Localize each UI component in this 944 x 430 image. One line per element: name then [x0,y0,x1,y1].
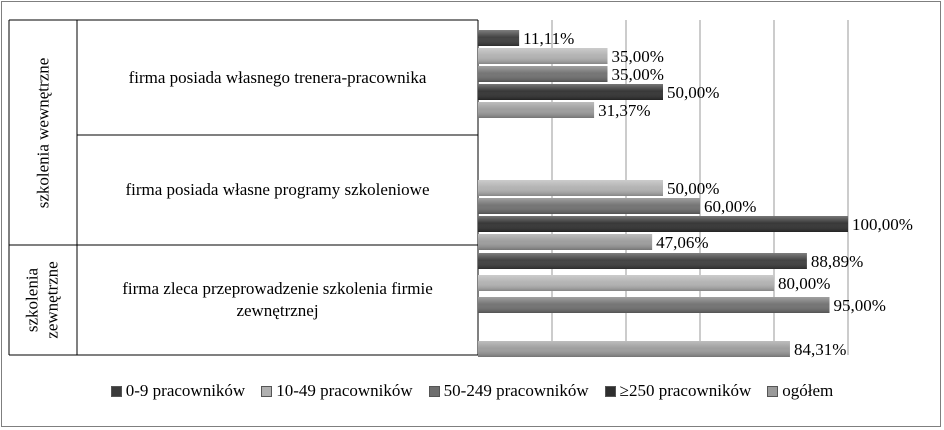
category-label: firma posiada własne programy szkoleniow… [125,180,430,199]
category-label: firma posiada własnego trenera-pracownik… [128,67,427,87]
bar-shading [478,66,608,82]
category-label: firma zleca przeprowadzenie szkolenia fi… [122,279,433,320]
data-label: 47,06% [656,233,708,252]
legend-item: ≥250 pracowników [604,381,752,401]
bar-shading [478,297,830,313]
data-label: 35,00% [612,65,664,84]
legend-item: 10-49 pracowników [261,381,413,401]
legend-label: 10-49 pracowników [276,381,413,400]
data-label: 35,00% [612,47,664,66]
bar-shading [478,180,663,196]
legend-item: 50-249 pracowników [428,381,589,401]
data-label: 88,89% [811,252,863,271]
legend: 0-9 pracowników 10-49 pracowników 50-249 p… [0,380,944,402]
bar-shading [478,48,608,64]
data-label: 31,37% [598,101,650,120]
data-label: 60,00% [704,197,756,216]
data-label: 100,00% [852,215,913,234]
legend-swatch [261,385,273,397]
legend-swatch [767,385,779,397]
legend-swatch [428,385,440,397]
legend-label: ogółem [782,381,834,400]
bar-shading [478,216,848,232]
data-label: 80,00% [778,274,830,293]
legend-swatch [110,385,122,397]
bar-shading [478,102,595,118]
data-label: 95,00% [834,296,886,315]
legend-item: 0-9 pracowników [110,381,246,401]
group-label: szkolenia zewnętrzne [23,261,63,339]
data-label: 50,00% [667,179,719,198]
data-label: 84,31% [794,340,846,359]
data-label: 50,00% [667,83,719,102]
legend-item: ogółem [767,381,833,401]
bar-shading [478,341,790,357]
data-label: 11,11% [523,29,574,48]
legend-label: ≥250 pracowników [619,381,752,400]
bar-shading [478,198,700,214]
legend-swatch [604,385,616,397]
group-label: szkolenia wewnętrzne [33,57,53,208]
bar-shading [478,30,520,46]
bar-shading [478,253,807,269]
bar-shading [478,234,653,250]
bar-shading [478,84,663,100]
bar-shading [478,275,774,291]
legend-label: 50-249 pracowników [443,381,589,400]
legend-label: 0-9 pracowników [125,381,246,400]
